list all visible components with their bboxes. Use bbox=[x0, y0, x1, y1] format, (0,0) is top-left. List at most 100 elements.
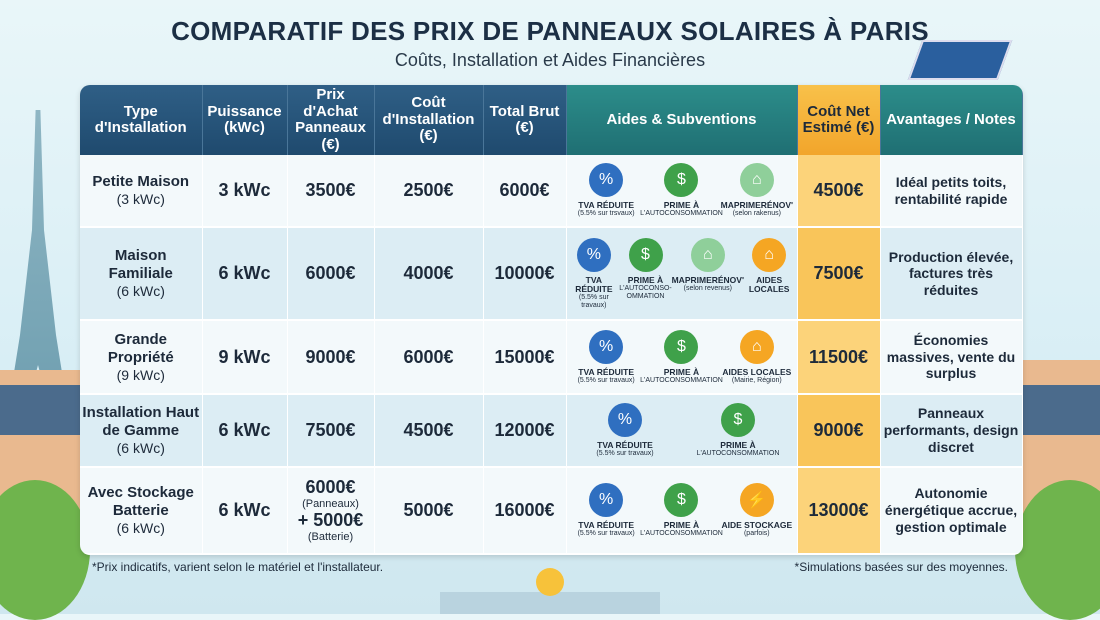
net-cost-cell: 7500€ bbox=[797, 227, 881, 322]
aid-sub: (selon rakenus) bbox=[732, 210, 781, 218]
header-price: Prix d'Achat Panneaux (€) bbox=[287, 85, 375, 155]
power-cell: 6 kWc bbox=[202, 466, 288, 555]
aid-item: $ PRIME À L'AUTOCONSOMMATION bbox=[640, 329, 723, 385]
aid-item: ⌂ MAPRIMERÉNOV' (selon revenus) bbox=[672, 238, 744, 293]
footnote-left: *Prix indicatifs, varient selon le matér… bbox=[92, 560, 384, 574]
installation-type: Installation Haut de Gamme (6 kWc) bbox=[80, 393, 203, 468]
dollar-hand-icon: $ bbox=[721, 403, 755, 437]
install-cell: 4500€ bbox=[374, 393, 484, 468]
aids-cell: % TVA RÉDUITE (5.5% sur travaux) $ PRIME À L'… bbox=[566, 466, 798, 555]
table-row: Maison Familiale (6 kWc) 6 kWc 6000€ 4000… bbox=[80, 227, 1023, 322]
table-row: Grande Propriété (9 kWc) 9 kWc 9000€ 6000… bbox=[80, 320, 1023, 395]
power-cell: 6 kWc bbox=[202, 393, 288, 468]
aid-label: AIDES LOCALES bbox=[748, 275, 790, 295]
aid-sub: (selon revenus) bbox=[683, 285, 732, 293]
aid-label: PRIME À bbox=[627, 275, 664, 286]
aid-label: AIDES LOCALES bbox=[722, 366, 792, 377]
solar-roof-left-illustration bbox=[0, 385, 82, 435]
aid-label: PRIME À bbox=[720, 440, 756, 450]
aid-sub: L'AUTOCONSOMMATION bbox=[640, 530, 723, 538]
aid-sub: (parfois) bbox=[743, 530, 770, 538]
notes-cell: Production élevée, factures très réduite… bbox=[880, 227, 1023, 322]
local-house-icon: ⌂ bbox=[739, 329, 774, 364]
installation-type: Avec Stockage Batterie (6 kWc) bbox=[80, 466, 203, 555]
page-subtitle: Coûts, Installation et Aides Financières bbox=[394, 50, 706, 70]
type-sub: (6 kWc) bbox=[116, 439, 165, 456]
type-label: Petite Maison bbox=[92, 173, 190, 191]
sun-icon bbox=[536, 568, 564, 596]
type-sub: (6 kWc) bbox=[116, 520, 165, 537]
percent-hand-icon: % bbox=[589, 329, 624, 364]
aid-label: TVA RÉDUITE bbox=[578, 520, 635, 531]
installation-type: Petite Maison (3 kWc) bbox=[80, 155, 203, 229]
aid-sub: (Mairie, Région) bbox=[731, 376, 782, 384]
aid-sub: (5.5% sur travaux) bbox=[577, 376, 635, 384]
percent-hand-icon: % bbox=[608, 403, 642, 437]
aid-item: ⌂ AIDES LOCALES bbox=[744, 238, 795, 294]
aid-label: TVA RÉDUITE bbox=[578, 366, 635, 377]
dollar-hand-icon: $ bbox=[664, 163, 699, 198]
price-value: 3500€ bbox=[305, 180, 356, 201]
aids-cell: % TVA RÉDUITE (5.5% sur travaux) $ PRIME À L'… bbox=[566, 227, 798, 322]
aid-item: $ PRIME À L'AUTOCONSOMMATION bbox=[640, 483, 723, 538]
aids-cell: % TVA RÉDUITE (5.5% sur trsvaux) $ PRIME À L'… bbox=[566, 155, 798, 229]
installation-type: Grande Propriété (9 kWc) bbox=[80, 320, 203, 395]
tree-left-illustration bbox=[0, 480, 90, 620]
percent-hand-icon: % bbox=[589, 483, 624, 518]
tree-right-illustration bbox=[1015, 480, 1100, 620]
aid-label: PRIME À bbox=[663, 366, 700, 377]
type-sub: (3 kWc) bbox=[116, 191, 165, 208]
power-cell: 3 kWc bbox=[202, 155, 288, 229]
net-cost-cell: 4500€ bbox=[797, 155, 881, 229]
aid-label: TVA RÉDUITE bbox=[575, 275, 613, 295]
price-sub: (Panneaux) bbox=[302, 498, 359, 511]
type-label: Maison Familiale bbox=[108, 247, 173, 283]
percent-hand-icon: % bbox=[576, 238, 611, 273]
aid-item: % TVA RÉDUITE (5.5% sur travaux) bbox=[569, 238, 620, 309]
aid-sub: (5.5% sur trsvaux) bbox=[577, 210, 635, 218]
local-house-icon: ⌂ bbox=[752, 238, 787, 273]
type-label: Grande Propriété bbox=[107, 330, 174, 366]
price-value: 9000€ bbox=[305, 346, 356, 367]
price-value: 6000€ bbox=[305, 477, 356, 498]
aid-item: $ PRIME À L'AUTOCONSOMMATION bbox=[697, 403, 779, 458]
aid-item: $ PRIME À L'AUTOCONSOMMATION bbox=[640, 163, 723, 218]
price-comparison-table: Type d'Installation Puissance (kWc) Prix… bbox=[80, 85, 1023, 555]
total-cell: 12000€ bbox=[483, 393, 567, 468]
aid-sub: L'AUTOCONSOMMATION bbox=[640, 210, 723, 218]
solar-roof-right-illustration bbox=[1022, 385, 1100, 435]
aid-label: TVA RÉDUITE bbox=[597, 440, 653, 450]
power-cell: 6 kWc bbox=[202, 227, 288, 322]
type-sub: (6 kWc) bbox=[116, 283, 165, 300]
total-cell: 16000€ bbox=[483, 466, 567, 555]
install-cell: 6000€ bbox=[374, 320, 484, 395]
aid-item: % TVA RÉDUITE (5.5% sur travaux) bbox=[589, 403, 661, 458]
price-battery-sub: (Batterie) bbox=[307, 531, 354, 544]
type-sub: (9 kWc) bbox=[116, 366, 165, 383]
footnote-right: *Simulations basées sur des moyennes. bbox=[794, 560, 1008, 574]
notes-cell: Panneaux performants, design discret bbox=[880, 393, 1023, 468]
power-cell: 9 kWc bbox=[202, 320, 288, 395]
aid-item: % TVA RÉDUITE (5.5% sur travaux) bbox=[570, 483, 642, 538]
aid-item: $ PRIME À L'AUTOCONSO-OMMATION bbox=[619, 238, 672, 300]
aid-item: ⌂ AIDES LOCALES (Mairie, Région) bbox=[721, 329, 793, 385]
price-battery-value: + 5000€ bbox=[297, 510, 364, 531]
aid-sub: (5.5% sur travaux) bbox=[577, 530, 635, 538]
aid-item: % TVA RÉDUITE (5.5% sur travaux) bbox=[570, 329, 642, 385]
price-cell: 6000€ bbox=[287, 227, 375, 322]
aid-label: PRIME À bbox=[663, 520, 700, 531]
aid-label: AIDE STOCKAGE bbox=[721, 520, 793, 531]
aid-item: % TVA RÉDUITE (5.5% sur trsvaux) bbox=[570, 163, 642, 218]
aid-sub: L'AUTOCONSO-OMMATION bbox=[619, 285, 672, 300]
aid-sub: L'AUTOCONSOMMATION bbox=[640, 376, 723, 384]
type-label: Avec Stockage Batterie bbox=[87, 484, 194, 520]
net-cost-cell: 11500€ bbox=[797, 320, 881, 395]
total-cell: 6000€ bbox=[483, 155, 567, 229]
dollar-hand-icon: $ bbox=[664, 329, 699, 364]
type-label: Installation Haut de Gamme bbox=[82, 403, 200, 439]
install-cell: 5000€ bbox=[374, 466, 484, 555]
aid-label: TVA RÉDUITE bbox=[578, 200, 635, 211]
table-row: Installation Haut de Gamme (6 kWc) 6 kWc … bbox=[80, 393, 1023, 468]
dollar-hand-icon: $ bbox=[628, 238, 663, 273]
aid-item: ⌂ MAPRIMERÉNOV' (selon rakenus) bbox=[721, 163, 793, 218]
